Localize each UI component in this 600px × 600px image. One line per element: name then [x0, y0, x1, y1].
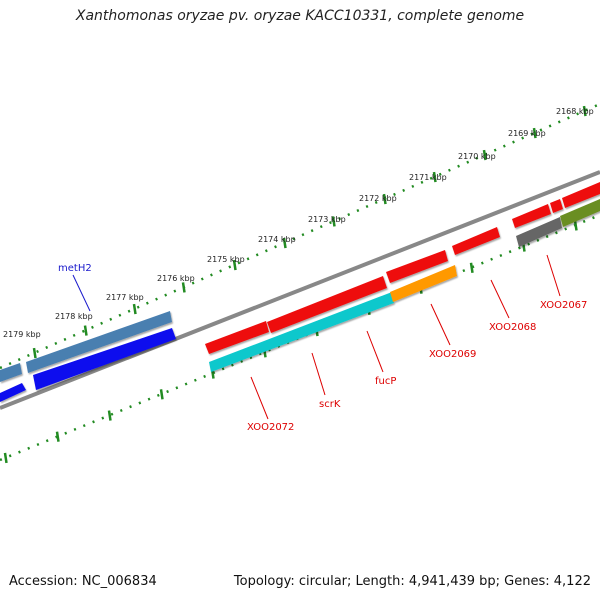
genome-backbone	[0, 170, 600, 410]
gene-scrK[interactable]	[209, 292, 394, 372]
label-XOO2069[interactable]: XOO2069	[429, 349, 476, 360]
forward-genes	[0, 182, 600, 382]
lower-ruler-major-tick	[159, 389, 164, 400]
leader-XOO2072	[250, 376, 269, 420]
gene-fucP-fwd[interactable]	[386, 250, 448, 283]
ruler-label-2173: 2173 kbp	[308, 215, 346, 224]
lower-ruler-major-tick	[55, 431, 60, 442]
leader-XOO2067	[546, 254, 561, 297]
leader-XOO2068	[490, 279, 510, 319]
gene-right-edge-red[interactable]	[562, 182, 600, 208]
ruler-major-tick	[582, 105, 587, 117]
ruler-major-tick	[482, 149, 487, 161]
ruler-major-tick	[532, 127, 537, 139]
ruler-major-tick	[282, 237, 287, 249]
accession-text: Accession: NC_006834	[9, 574, 157, 589]
gene-XOO2067-fwd[interactable]	[550, 199, 563, 213]
gene-rev-left-edge[interactable]	[0, 383, 26, 402]
label-XOO2072[interactable]: XOO2072	[247, 422, 294, 433]
label-metH2[interactable]: metH2	[58, 263, 92, 274]
gene-metH2[interactable]	[26, 311, 172, 373]
ruler-label-2170: 2170 kbp	[458, 152, 496, 161]
gene-fwd-left-steel[interactable]	[0, 363, 22, 382]
gene-XOO2067[interactable]	[516, 217, 562, 247]
ruler-label-2174: 2174 kbp	[258, 235, 296, 244]
ruler-label-2176: 2176 kbp	[157, 274, 195, 283]
leader-scrK	[311, 352, 326, 396]
gene-XOO2069-fwd[interactable]	[452, 227, 500, 255]
ruler-major-tick	[432, 171, 437, 183]
label-fucP[interactable]: fucP	[375, 376, 396, 387]
genome-summary-text: Topology: circular; Length: 4,941,439 bp…	[233, 574, 591, 589]
gene-scrK-fwd[interactable]	[267, 276, 387, 333]
ruler-label-2172: 2172 kbp	[359, 194, 397, 203]
gene-fucP[interactable]	[390, 265, 457, 302]
label-XOO2068[interactable]: XOO2068	[489, 322, 536, 333]
gene-rev-left-blue[interactable]	[33, 328, 176, 390]
lower-ruler-major-tick	[107, 410, 112, 421]
lower-ruler-major-tick	[3, 452, 8, 464]
map-title: Xanthomonas oryzae pv. oryzae KACC10331,…	[75, 8, 525, 24]
ruler-label-2178: 2178 kbp	[55, 312, 93, 321]
lower-ruler-major-tick	[573, 220, 578, 231]
ruler-label-2171: 2171 kbp	[409, 173, 447, 182]
label-XOO2067[interactable]: XOO2067	[540, 300, 587, 311]
ruler-ticks	[32, 105, 587, 359]
ruler-label-2169: 2169 kbp	[508, 129, 546, 138]
ruler-major-tick	[181, 282, 186, 293]
gene-XOO2072-fwd[interactable]	[205, 321, 269, 354]
leader-XOO2069	[430, 303, 451, 346]
ruler-major-tick	[232, 259, 237, 271]
leader-fucP	[366, 330, 384, 373]
ruler-major-tick	[32, 347, 37, 359]
ruler-major-tick	[382, 193, 387, 205]
ruler-label-2175: 2175 kbp	[207, 255, 245, 264]
gene-XOO2068-fwd[interactable]	[512, 204, 551, 228]
gene-olive[interactable]	[560, 199, 600, 227]
lower-ruler-major-tick	[469, 262, 474, 274]
leader-metH2	[72, 274, 91, 312]
ruler-label-2168: 2168 kbp	[556, 107, 594, 116]
reverse-genes	[0, 199, 600, 402]
label-scrK[interactable]: scrK	[319, 399, 341, 410]
ruler-major-tick	[331, 216, 336, 227]
ruler-major-tick	[83, 325, 88, 336]
ruler-major-tick	[132, 303, 137, 315]
lower-ruler	[0, 213, 600, 462]
ruler-label-2177: 2177 kbp	[106, 293, 144, 302]
ruler-label-2179: 2179 kbp	[3, 330, 41, 339]
